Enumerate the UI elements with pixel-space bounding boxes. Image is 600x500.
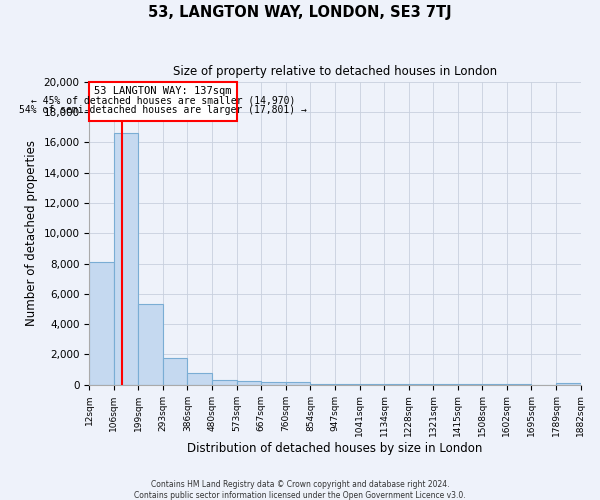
Text: 53, LANGTON WAY, LONDON, SE3 7TJ: 53, LANGTON WAY, LONDON, SE3 7TJ [148, 5, 452, 20]
Text: 54% of semi-detached houses are larger (17,801) →: 54% of semi-detached houses are larger (… [19, 104, 307, 115]
Bar [556, 383, 581, 384]
Bar [114, 134, 139, 384]
Bar [212, 380, 236, 384]
Bar [261, 382, 286, 384]
Title: Size of property relative to detached houses in London: Size of property relative to detached ho… [173, 65, 497, 78]
Y-axis label: Number of detached properties: Number of detached properties [25, 140, 38, 326]
Bar [187, 373, 212, 384]
Text: ← 45% of detached houses are smaller (14,970): ← 45% of detached houses are smaller (14… [31, 96, 295, 106]
FancyBboxPatch shape [89, 82, 236, 122]
X-axis label: Distribution of detached houses by size in London: Distribution of detached houses by size … [187, 442, 482, 455]
Bar [139, 304, 163, 384]
Bar [236, 381, 261, 384]
Text: Contains HM Land Registry data © Crown copyright and database right 2024.
Contai: Contains HM Land Registry data © Crown c… [134, 480, 466, 500]
Text: 53 LANGTON WAY: 137sqm: 53 LANGTON WAY: 137sqm [94, 86, 232, 97]
Bar [163, 358, 187, 384]
Bar [89, 262, 114, 384]
Bar [286, 382, 310, 384]
